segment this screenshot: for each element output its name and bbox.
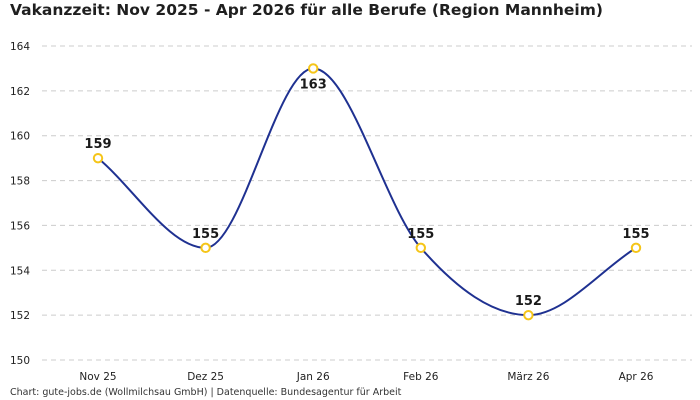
y-tick-label: 154: [10, 265, 30, 277]
x-tick-label: Dez 25: [187, 371, 224, 383]
data-label: 155: [192, 227, 219, 242]
x-axis-ticks: Nov 25 Dez 25 Jan 26 Feb 26 März 26 Apr 26: [79, 371, 653, 383]
y-tick-label: 158: [10, 176, 30, 188]
y-axis-ticks: 150 152 154 156 158 160 162 164: [10, 41, 30, 367]
y-tick-label: 156: [10, 220, 30, 232]
source-footer: Chart: gute-jobs.de (Wollmilchsau GmbH) …: [10, 387, 402, 398]
y-tick-label: 162: [10, 86, 30, 98]
data-point: [415, 242, 426, 254]
grid-lines: [42, 45, 692, 361]
data-label: 155: [622, 227, 649, 242]
y-tick-label: 164: [10, 41, 30, 53]
data-point-markers: [92, 63, 642, 321]
y-tick-label: 160: [10, 131, 30, 143]
data-label: 155: [407, 227, 434, 242]
x-tick-label: Jan 26: [296, 371, 330, 383]
data-point: [308, 63, 319, 74]
data-point: [92, 152, 104, 164]
series-line: [97, 67, 637, 317]
data-point: [630, 242, 642, 254]
x-tick-label: Nov 25: [79, 371, 116, 383]
data-label: 163: [300, 77, 327, 92]
series-line-group: [97, 67, 637, 317]
y-tick-label: 152: [10, 310, 30, 322]
x-tick-label: Apr 26: [619, 371, 654, 383]
data-point: [523, 309, 534, 321]
data-point: [200, 242, 211, 254]
chart-title: Vakanzzeit: Nov 2025 - Apr 2026 für alle…: [10, 1, 603, 19]
x-tick-label: März 26: [507, 371, 549, 383]
data-label: 159: [84, 137, 111, 152]
y-tick-label: 150: [10, 355, 30, 367]
data-labels: 159 155 163 155 152 155: [84, 77, 649, 309]
data-label: 152: [515, 294, 542, 309]
x-tick-label: Feb 26: [403, 371, 439, 383]
